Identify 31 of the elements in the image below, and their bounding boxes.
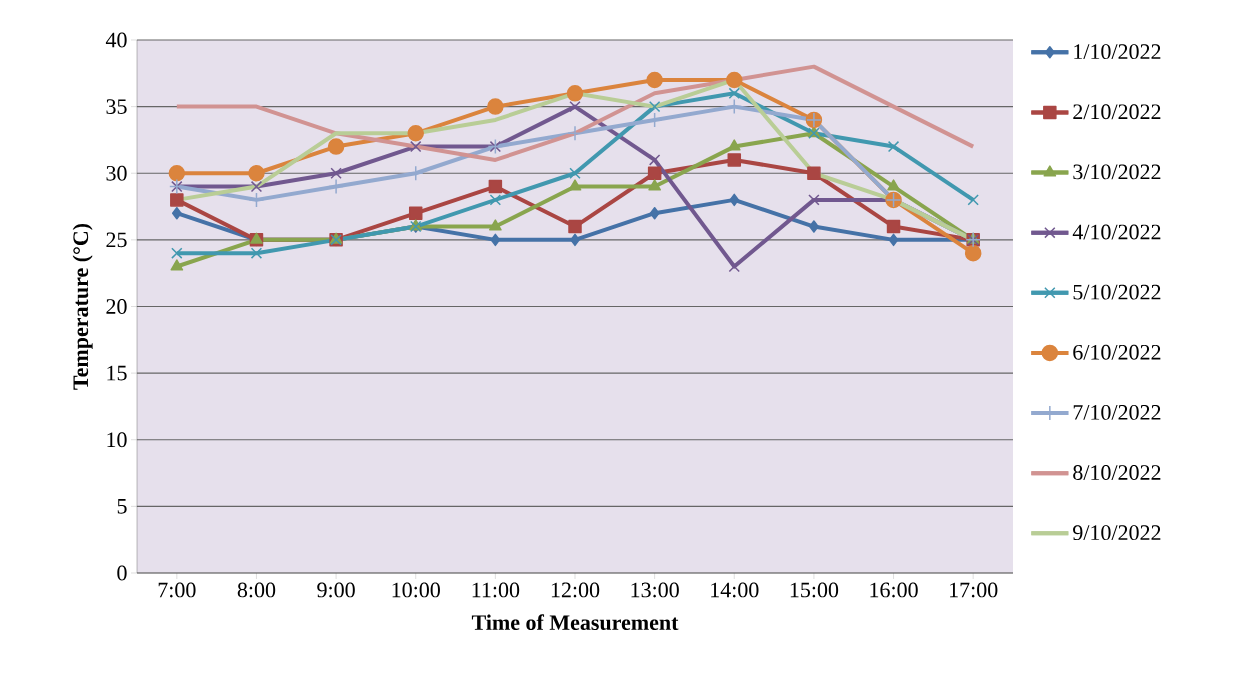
x-tick-label: 9:00: [317, 582, 355, 598]
y-tick-label: 5: [117, 499, 127, 514]
x-tick-label: 12:00: [551, 582, 600, 598]
legend-label: 7/10/2022: [1073, 404, 1161, 420]
x-tick-label: 7:00: [158, 582, 196, 598]
y-tick-label: 40: [105, 32, 127, 48]
legend-label: 5/10/2022: [1073, 284, 1161, 300]
legend-label: 3/10/2022: [1073, 164, 1161, 180]
x-tick-label: 11:00: [472, 582, 520, 598]
x-tick-label: 14:00: [711, 582, 759, 598]
y-tick-label: 15: [107, 365, 127, 381]
legend-label: 2/10/2022: [1073, 104, 1161, 120]
y-tick-label: 25: [106, 232, 127, 248]
y-tick-label: 10: [107, 432, 127, 448]
x-tick-label: 15:00: [790, 582, 839, 598]
y-tick-label: 20: [106, 299, 127, 314]
x-tick-label: 16:00: [870, 582, 918, 598]
x-axis-title: Time of Measurement: [471, 614, 679, 631]
legend-label: 4/10/2022: [1072, 224, 1161, 240]
y-axis-title: Temperature (°C): [72, 223, 93, 390]
y-tick-label: 0: [117, 565, 127, 581]
x-tick-label: 13:00: [631, 582, 679, 598]
x-tick-label: 10:00: [392, 582, 440, 598]
legend-label: 8/10/2022: [1073, 465, 1161, 480]
x-tick-label: 17:00: [950, 582, 998, 598]
legend-label: 1/10/2022: [1074, 44, 1161, 60]
y-tick-label: 30: [106, 165, 127, 181]
legend-label: 9/10/2022: [1073, 525, 1161, 541]
x-tick-label: 8:00: [237, 582, 276, 598]
legend-label: 6/10/2022: [1073, 344, 1161, 360]
y-tick-label: 35: [106, 99, 127, 115]
